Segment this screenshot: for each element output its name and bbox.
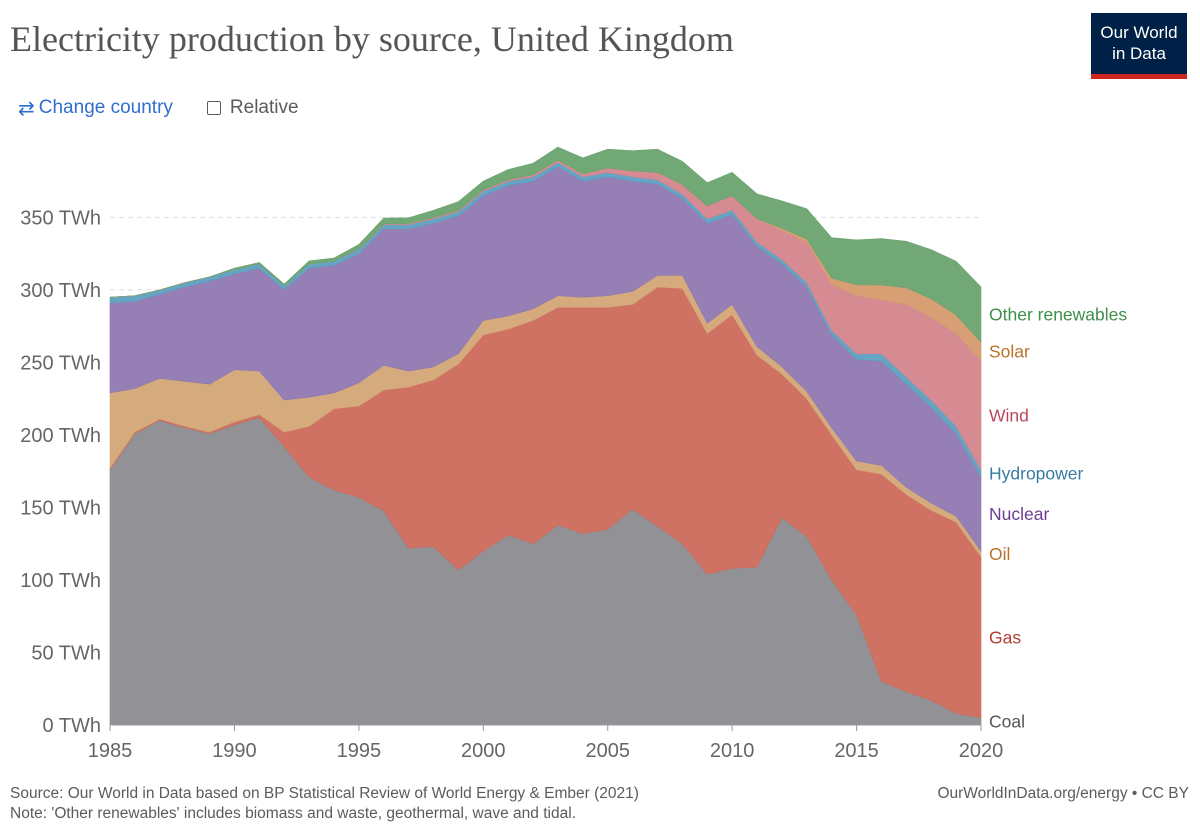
legend-label-other-renewables[interactable]: Other renewables bbox=[989, 305, 1127, 325]
x-tick-label: 2000 bbox=[461, 740, 506, 762]
legend-label-hydropower[interactable]: Hydropower bbox=[989, 463, 1084, 483]
relative-label: Relative bbox=[229, 97, 299, 118]
logo-accent-bar bbox=[1091, 74, 1187, 79]
logo-line-1: Our World bbox=[1100, 23, 1178, 42]
source-text: Source: Our World in Data based on BP St… bbox=[10, 785, 639, 802]
note-text: Note: 'Other renewables' includes biomas… bbox=[10, 805, 576, 822]
relative-checkbox[interactable] bbox=[206, 101, 221, 115]
chart-credit: OurWorldInData.org/energy • CC BY bbox=[937, 785, 1189, 802]
x-tick-label: 1985 bbox=[88, 740, 133, 762]
x-tick-label: 2015 bbox=[834, 740, 879, 762]
y-tick-label: 50 TWh bbox=[31, 642, 101, 664]
area-other-renewables[interactable] bbox=[109, 146, 982, 343]
x-tick-label: 1990 bbox=[212, 740, 257, 762]
chart-title: Electricity production by source, United… bbox=[10, 19, 734, 59]
chart-controls: ⇄ Change country Relative bbox=[18, 94, 299, 122]
y-tick-label: 100 TWh bbox=[20, 570, 101, 592]
legend-label-wind[interactable]: Wind bbox=[989, 405, 1029, 425]
y-tick-label: 250 TWh bbox=[20, 352, 101, 374]
legend-label-gas[interactable]: Gas bbox=[989, 627, 1021, 647]
change-country-label: Change country bbox=[38, 97, 173, 118]
x-tick-label: 1995 bbox=[337, 740, 382, 762]
logo-line-2: in Data bbox=[1112, 44, 1166, 63]
x-tick-label: 2005 bbox=[585, 740, 630, 762]
x-tick-label: 2010 bbox=[710, 740, 755, 762]
x-tick-label: 2020 bbox=[959, 740, 1004, 762]
legend-label-oil[interactable]: Oil bbox=[989, 544, 1010, 564]
chart-source-note: Source: Our World in Data based on BP St… bbox=[10, 784, 639, 824]
y-tick-label: 200 TWh bbox=[20, 425, 101, 447]
relative-toggle[interactable]: Relative bbox=[206, 97, 299, 119]
change-country-button[interactable]: ⇄ Change country bbox=[18, 96, 173, 121]
y-tick-label: 300 TWh bbox=[20, 280, 101, 302]
swap-arrows-icon: ⇄ bbox=[18, 97, 35, 120]
legend-label-nuclear[interactable]: Nuclear bbox=[989, 504, 1049, 524]
owid-logo[interactable]: Our World in Data bbox=[1091, 13, 1187, 79]
y-tick-label: 150 TWh bbox=[20, 497, 101, 519]
legend-label-solar[interactable]: Solar bbox=[989, 342, 1030, 362]
y-tick-label: 350 TWh bbox=[20, 207, 101, 229]
legend-label-coal[interactable]: Coal bbox=[989, 711, 1025, 731]
y-tick-label: 0 TWh bbox=[42, 715, 101, 737]
